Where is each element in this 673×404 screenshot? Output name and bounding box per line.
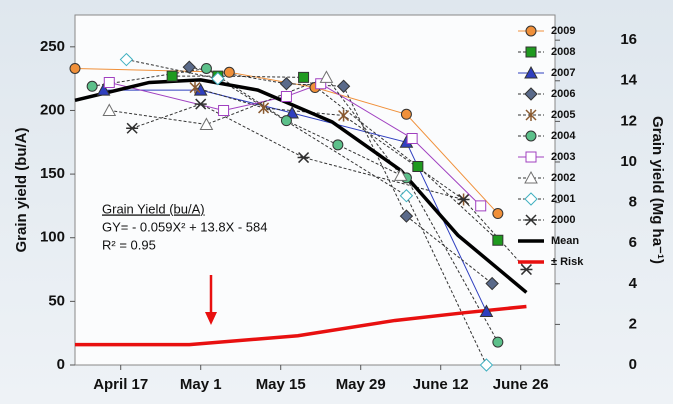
legend-marker: [525, 130, 537, 142]
marker: [189, 81, 201, 94]
marker: [280, 115, 292, 127]
marker: [336, 79, 351, 93]
x-tick-label: April 17: [93, 376, 148, 393]
marker: [492, 208, 504, 219]
legend-label: 2003: [551, 151, 575, 163]
marker: [492, 336, 504, 348]
series-line: [194, 87, 464, 200]
legend-label: 2004: [551, 130, 576, 142]
marker: [102, 103, 117, 116]
marker: [479, 358, 494, 372]
legend-marker: [525, 46, 537, 58]
marker: [285, 105, 299, 119]
marker: [400, 108, 412, 120]
annotation: GY= - 0.059X² + 13.8X - 584: [102, 219, 268, 234]
y-tick-label: 250: [40, 38, 65, 55]
marker: [103, 76, 115, 88]
marker: [199, 117, 214, 130]
marker: [86, 80, 98, 92]
marker: [126, 122, 139, 134]
marker: [211, 71, 225, 86]
marker: [479, 304, 494, 318]
y2-tick-label: 2: [629, 315, 637, 332]
marker: [182, 60, 196, 74]
plot-area: [74, 14, 556, 366]
annotation: R² = 0.95: [102, 237, 156, 252]
marker: [492, 234, 504, 246]
marker: [166, 70, 178, 82]
legend-label: 2006: [551, 88, 575, 100]
legend-label: 2000: [551, 214, 575, 226]
marker: [194, 98, 207, 110]
x-tick-label: May 15: [256, 376, 306, 393]
legend-label: 2007: [551, 67, 575, 79]
marker: [406, 132, 418, 144]
y-tick-label: 50: [48, 292, 65, 309]
marker: [399, 189, 414, 203]
legend-marker: [524, 65, 538, 79]
marker: [96, 83, 111, 96]
marker: [399, 209, 414, 223]
x-tick-label: June 12: [413, 376, 469, 393]
x-tick-label: May 1: [180, 376, 222, 393]
marker: [223, 66, 235, 78]
y-tick-label: 150: [40, 165, 65, 182]
legend-marker: [524, 87, 538, 101]
y2-tick-label: 4: [629, 275, 638, 292]
marker: [332, 139, 344, 151]
marker: [298, 71, 310, 83]
y2-axis-title: Grain yield (Mg ha⁻¹): [649, 116, 666, 264]
y-axis-title: Grain yield (bu/A): [13, 127, 30, 252]
series-line: [126, 59, 487, 366]
y-tick-label: 200: [40, 101, 65, 118]
legend-marker: [525, 151, 537, 163]
y2-tick-label: 0: [629, 356, 637, 373]
series-line: [131, 103, 527, 270]
marker: [319, 70, 334, 83]
legend-label: 2002: [551, 172, 575, 184]
y2-tick-label: 14: [620, 72, 637, 89]
series-line: [109, 76, 402, 176]
marker: [393, 168, 408, 181]
marker: [520, 264, 533, 276]
annotation: Grain Yield (bu/A): [102, 201, 205, 216]
y2-tick-label: 12: [620, 112, 637, 129]
marker: [457, 194, 470, 206]
y2-tick-label: 6: [629, 234, 637, 251]
series-line: [74, 78, 528, 294]
marker: [297, 152, 310, 164]
y2-tick-label: 16: [620, 31, 637, 48]
x-tick-label: June 26: [493, 376, 549, 393]
legend-label: 2009: [551, 25, 575, 37]
marker: [475, 200, 487, 212]
arrow-head: [205, 312, 217, 325]
legend-marker: [525, 214, 537, 226]
y-tick-label: 100: [40, 229, 65, 246]
legend-marker: [525, 25, 537, 37]
marker: [218, 104, 230, 116]
marker: [338, 109, 350, 122]
x-tick-label: May 29: [336, 376, 386, 393]
marker: [258, 101, 270, 114]
marker: [119, 52, 134, 67]
marker: [69, 63, 81, 74]
marker: [200, 63, 212, 74]
y2-tick-label: 10: [620, 153, 637, 170]
legend-label: ± Risk: [551, 256, 584, 268]
marker: [279, 77, 294, 91]
marker: [280, 90, 292, 102]
y2-tick-label: 8: [629, 194, 637, 211]
marker: [485, 276, 499, 291]
legend-label: 2001: [551, 193, 575, 205]
legend-marker: [524, 192, 538, 206]
legend-label: 2008: [551, 46, 575, 58]
legend-label: 2005: [551, 109, 575, 121]
marker: [412, 160, 424, 172]
y-tick-label: 0: [57, 356, 65, 373]
legend-marker: [525, 109, 537, 121]
series-line: [75, 304, 527, 347]
legend-marker: [524, 170, 538, 184]
legend-label: Mean: [551, 235, 579, 247]
